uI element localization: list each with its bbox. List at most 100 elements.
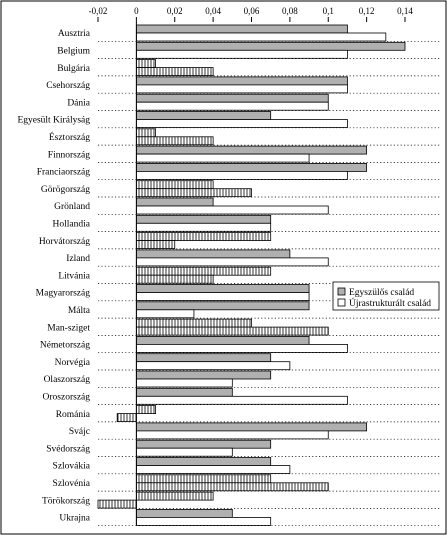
- bar-series-1: [135, 474, 272, 484]
- bar-series-1: [135, 491, 214, 501]
- bar-series-2: [135, 49, 348, 59]
- category-label: Franciaország: [37, 168, 91, 178]
- category-label: Svájc: [69, 427, 90, 437]
- bar-series-2: [135, 101, 329, 111]
- legend-swatch: [337, 287, 346, 296]
- bar-series-1: [135, 93, 329, 103]
- category-label: Románia: [56, 410, 91, 420]
- category-label: Oroszország: [43, 392, 91, 402]
- category-label: Szlovákia: [53, 462, 91, 472]
- bar-series-1: [135, 508, 233, 518]
- category-label: Bulgária: [57, 64, 90, 74]
- bar-series-2: [135, 430, 329, 440]
- category-label: Magyarország: [36, 289, 91, 299]
- bar-series-2: [135, 136, 214, 146]
- bar-series-1: [135, 335, 310, 345]
- legend-box: [332, 281, 440, 311]
- category-label: Olaszország: [44, 375, 91, 385]
- bar-series-1: [135, 197, 214, 207]
- category-label: Törökország: [42, 496, 90, 506]
- bar-series-1: [135, 41, 406, 51]
- bar-series-1: [135, 76, 348, 86]
- bar-series-2: [135, 309, 195, 319]
- x-tick-label: 0,04: [205, 6, 221, 16]
- x-tick-label: 0,02: [167, 6, 183, 16]
- bar-series-2: [135, 378, 233, 388]
- bar-series-1: [135, 266, 272, 276]
- bar-series-1: [135, 405, 156, 415]
- category-label: Csehország: [46, 81, 90, 91]
- category-label: Litvánia: [58, 271, 90, 281]
- category-label: Belgium: [57, 46, 90, 56]
- bar-series-1: [135, 232, 272, 242]
- category-label: Szlovénia: [53, 479, 91, 489]
- category-label: Dánia: [67, 98, 90, 108]
- bar-series-2: [135, 119, 348, 128]
- legend-label: Újrastrukturált család: [349, 297, 431, 309]
- category-label: Finnország: [48, 150, 90, 160]
- category-label: Görögország: [41, 185, 90, 195]
- category-label: Norvégia: [55, 358, 91, 368]
- bar-series-1: [135, 284, 310, 293]
- x-tick-label: 0,1: [323, 6, 334, 16]
- bar-series-1: [135, 214, 272, 224]
- bar-series-2: [97, 499, 137, 509]
- bar-series-1: [135, 353, 272, 363]
- bar-series-2: [135, 482, 329, 492]
- bar-series-2: [135, 205, 329, 215]
- bar-series-1: [135, 180, 214, 190]
- bar-series-1: [135, 24, 348, 34]
- bar-series-2: [135, 84, 348, 94]
- x-tick-label: 0,14: [397, 6, 413, 16]
- category-label: Málta: [68, 306, 91, 316]
- bar-series-1: [135, 457, 272, 466]
- bar-series-1: [135, 128, 156, 138]
- legend-label: Egyszülős család: [349, 288, 414, 298]
- bar-series-2: [135, 343, 348, 353]
- category-label: Németország: [40, 341, 90, 351]
- bar-series-2: [135, 222, 272, 232]
- bar-series-2: [135, 326, 329, 336]
- category-label: Svédország: [46, 444, 90, 454]
- bar-series-1: [135, 318, 252, 328]
- bar-series-1: [135, 370, 272, 380]
- bar-series-2: [135, 465, 291, 474]
- bar-series-1: [135, 145, 368, 155]
- bar-series-2: [135, 188, 252, 198]
- bar-series-1: [135, 59, 156, 68]
- bar-series-2: [135, 170, 348, 180]
- category-label: Horvátország: [39, 237, 90, 247]
- bar-series-1: [135, 387, 233, 397]
- x-tick-label: 0,08: [282, 6, 298, 16]
- category-label: Ukrajna: [59, 514, 90, 524]
- bar-series-2: [135, 274, 214, 284]
- category-label: Észtország: [49, 131, 90, 143]
- x-tick-label: 0,12: [359, 6, 375, 16]
- category-label: Egyesült Királyság: [17, 116, 90, 126]
- bar-series-2: [135, 240, 176, 250]
- bar-series-2: [135, 153, 310, 163]
- bar-series-2: [135, 67, 214, 76]
- bar-series-1: [135, 162, 368, 172]
- legend-swatch: [337, 298, 346, 307]
- category-label: Hollandia: [53, 219, 91, 229]
- category-label: Man-sziget: [47, 323, 90, 333]
- category-label: Izland: [66, 254, 90, 264]
- x-tick-label: 0: [134, 6, 139, 16]
- bar-series-1: [135, 301, 310, 311]
- x-tick-label: -0,02: [89, 6, 108, 16]
- category-label: Grönland: [54, 202, 90, 212]
- bar-series-2: [135, 395, 348, 405]
- bar-series-1: [135, 422, 368, 432]
- bar-series-2: [116, 413, 137, 423]
- bar-series-2: [135, 517, 272, 526]
- bar-series-2: [135, 361, 291, 371]
- bar-series-1: [135, 439, 272, 449]
- category-label: Ausztria: [58, 29, 91, 39]
- bar-series-2: [135, 292, 310, 301]
- bar-series-2: [135, 32, 387, 42]
- bar-series-2: [135, 447, 233, 457]
